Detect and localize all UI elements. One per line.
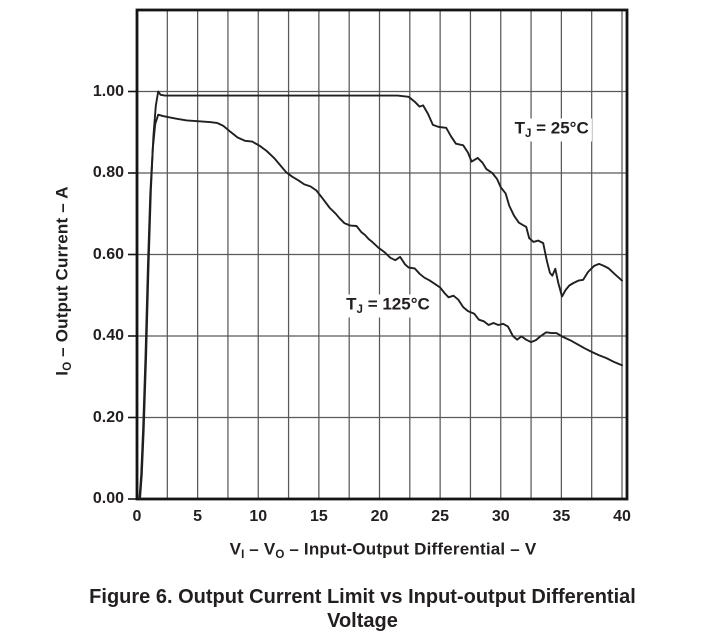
x-tick-label: 30	[491, 508, 510, 525]
y-tick-label: 0.20	[92, 408, 124, 426]
x-tick-label: 40	[613, 508, 631, 525]
y-tick-label: 0.60	[92, 245, 124, 263]
x-tick-label: 15	[309, 508, 328, 525]
y-tick-label: 0.80	[92, 164, 124, 181]
x-tick-label: 0	[132, 508, 142, 525]
y-axis-title: IO – Output Current – A	[52, 186, 75, 376]
x-axis-title: VI – VO – Input-Output Differential – V	[229, 539, 537, 562]
figure-caption-line2: Voltage	[327, 610, 398, 632]
curve-label-tj-125c: TJ = 125°C	[343, 294, 433, 318]
figure-caption-line1: Figure 6. Output Current Limit vs Input-…	[89, 586, 636, 608]
y-tick-label: 0.40	[92, 327, 124, 344]
x-tick-label: 20	[370, 508, 389, 525]
x-tick-label: 5	[193, 508, 203, 525]
curve-series-0	[139, 90, 623, 500]
y-tick-label: 0.00	[92, 490, 124, 507]
curve-series-1	[138, 113, 623, 500]
y-tick-label: 1.00	[92, 82, 124, 100]
x-tick-label: 10	[249, 508, 268, 525]
x-tick-label: 25	[431, 508, 450, 525]
curve-label-tj-25c: TJ = 25°C	[511, 118, 592, 142]
x-tick-label: 35	[552, 508, 571, 525]
